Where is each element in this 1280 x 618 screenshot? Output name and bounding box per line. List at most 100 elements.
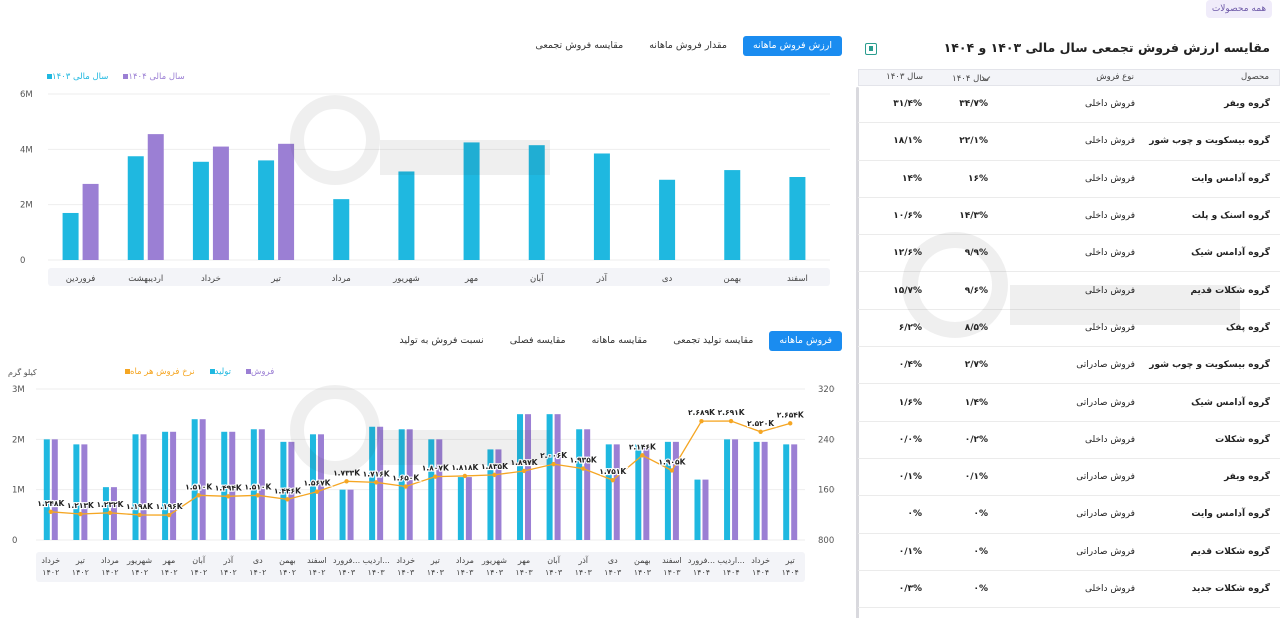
x-axis-band	[36, 552, 805, 582]
sale-rate-data-label: ۱.۸۱۸K	[451, 463, 479, 472]
x-tick-label: مهر	[464, 274, 478, 284]
bar-1403	[528, 145, 545, 260]
legend-item-production[interactable]: تولید	[207, 367, 231, 377]
x-tick-label: شهریور	[392, 274, 420, 284]
tab-monthly-sales-quantity[interactable]: مقدار فروش ماهانه	[649, 40, 727, 51]
tab-seasonal-comparison[interactable]: مقایسه فصلی	[509, 335, 566, 346]
column-header-product[interactable]: محصول	[1241, 72, 1269, 82]
sale-rate-data-label: ۱.۷۱۶K	[363, 469, 391, 478]
bar-production	[162, 431, 169, 540]
x-tick-label: فرورد...	[333, 556, 360, 565]
sale-rate-point	[433, 474, 438, 479]
sale-rate-data-label: ۱.۵۶۷K	[303, 479, 331, 488]
y-left-tick-label: 2M	[12, 435, 25, 445]
bar-production	[309, 434, 316, 540]
x-tick-label: آبان	[192, 555, 206, 565]
sale-type-cell: فروش داخلی	[1084, 136, 1135, 147]
sale-rate-data-label: ۱.۲۱۳K	[67, 501, 95, 510]
sale-rate-point	[610, 477, 615, 483]
sale-rate-point	[699, 418, 704, 424]
excel-export-icon[interactable]	[865, 43, 877, 55]
table-row[interactable]: گروه پفک فروش داخلی ۸/۵% ۶/۲%	[858, 310, 1280, 348]
x-tick-label: مهر	[517, 556, 530, 565]
bar-production	[132, 434, 139, 540]
x-tick-year: ۱۴۰۴	[782, 568, 799, 577]
x-tick-label: اسفند	[787, 274, 808, 284]
sale-type-cell: فروش داخلی	[1084, 99, 1135, 110]
table-row[interactable]: گروه آدامس شیک فروش صادراتی ۱/۴% ۱/۶%	[858, 384, 1280, 422]
value-1404-cell: ۰%	[973, 584, 988, 594]
table-row[interactable]: گروه شکلات قدیم فروش صادراتی ۰% ۰/۱%	[858, 534, 1280, 571]
bar-production	[783, 444, 790, 540]
value-1404-cell: ۱/۴%	[964, 397, 988, 408]
table-row[interactable]: گروه شکلات جدید فروش داخلی ۰% ۰/۳%	[858, 571, 1280, 609]
chart1-legend: سال مالی ۱۴۰۴ سال مالی ۱۴۰۳	[44, 72, 185, 82]
legend-item-1404[interactable]: سال مالی ۱۴۰۴	[120, 72, 185, 82]
table-row[interactable]: گروه بیسکویت و چوب شور فروش داخلی ۲۲/۱% ۱۸/…	[858, 123, 1280, 161]
y-right-tick-label: 2400	[818, 435, 835, 445]
sale-type-cell: فروش داخلی	[1084, 248, 1135, 259]
legend-item-sales[interactable]: فروش	[243, 367, 274, 377]
table-row[interactable]: گروه ویفر فروش داخلی ۳۴/۷% ۳۱/۴%	[858, 86, 1280, 124]
x-tick-year: ۱۴۰۳	[368, 568, 386, 577]
x-tick-label: تیر	[270, 274, 281, 284]
x-tick-label: آذر	[222, 555, 233, 565]
sale-type-cell: فروش صادراتی	[1076, 509, 1135, 520]
product-cell: گروه آدامس شیک	[1191, 397, 1270, 408]
bar-sales	[495, 449, 502, 540]
sale-rate-data-label: ۲.۶۹۱K	[718, 408, 746, 417]
x-tick-label: مرداد	[101, 556, 119, 565]
x-tick-label: خرداد	[41, 556, 60, 565]
all-products-badge[interactable]: همه محصولات	[1206, 0, 1272, 18]
column-header-1403[interactable]: سال ۱۴۰۳	[886, 72, 923, 82]
y-right-tick-label: 1600	[818, 486, 835, 496]
bar-sales	[643, 444, 650, 540]
x-tick-label: اردیب...	[362, 556, 389, 565]
bar-sales	[170, 431, 177, 540]
value-1404-cell: ۰%	[973, 509, 988, 520]
tab-monthly-sales[interactable]: فروش ماهانه	[769, 331, 842, 351]
value-1404-cell: ۹/۹%	[964, 248, 988, 259]
sale-type-cell: فروش داخلی	[1084, 322, 1135, 333]
x-tick-label: بهمن	[723, 274, 741, 284]
legend-item-sale-rate[interactable]: نرخ فروش هر ماه	[122, 367, 195, 377]
x-tick-label: دی	[662, 274, 673, 284]
sale-type-cell: فروش داخلی	[1084, 173, 1135, 184]
tab-sales-production-ratio[interactable]: نسبت فروش به تولید	[399, 335, 484, 346]
bar-1403	[593, 153, 610, 260]
bar-production	[73, 444, 80, 540]
sale-rate-data-label: ۲.۵۲۰K	[747, 419, 775, 428]
chart2-ylabel: کیلو گرم	[8, 368, 37, 377]
bar-1404	[278, 143, 295, 260]
product-cell: گروه پفک	[1226, 322, 1270, 333]
table-row[interactable]: گروه شکلات قدیم فروش داخلی ۹/۶% ۱۵/۷%	[858, 272, 1280, 310]
table-row[interactable]: گروه بیسکویت و چوب شور فروش صادراتی ۲/۷% ۰/…	[858, 347, 1280, 385]
tab-cumulative-sales[interactable]: مقایسه فروش تجمعی	[535, 40, 624, 51]
product-cell: گروه ویفر	[1224, 99, 1270, 110]
table-row[interactable]: گروه آدامس وایت فروش صادراتی ۰% ۰%	[858, 496, 1280, 534]
table-row[interactable]: گروه اسنک و پلت فروش داخلی ۱۴/۳% ۱۰/۶%	[858, 198, 1280, 236]
y-tick-label: 6M	[20, 90, 33, 100]
value-1404-cell: ۰/۱%	[964, 472, 988, 483]
table-row[interactable]: گروه آدامس شیک فروش داخلی ۹/۹% ۱۲/۶%	[858, 235, 1280, 273]
bar-production	[428, 439, 435, 540]
bar-production	[398, 429, 405, 540]
table-row[interactable]: گروه ویفر فروش صادراتی ۰/۱% ۰/۱%	[858, 459, 1280, 497]
tab-monthly-comparison[interactable]: مقایسه ماهانه	[591, 335, 648, 346]
sale-rate-point	[788, 421, 793, 426]
y-left-tick-label: 1M	[12, 486, 25, 496]
table-scrollbar[interactable]	[856, 87, 859, 618]
table-row[interactable]: گروه آدامس وایت فروش داخلی ۱۶% ۱۴%	[858, 161, 1280, 198]
tab-monthly-sales-value[interactable]: ارزش فروش ماهانه	[742, 36, 842, 56]
bar-production	[753, 441, 760, 540]
tab-cumulative-production[interactable]: مقایسه تولید تجمعی	[673, 335, 754, 346]
value-1404-cell: ۲۲/۱%	[959, 136, 988, 147]
y-left-tick-label: 3M	[12, 385, 25, 395]
table-row[interactable]: گروه شکلات فروش داخلی ۰/۲% ۰/۰%	[858, 422, 1280, 459]
legend-item-1403[interactable]: سال مالی ۱۴۰۳	[44, 72, 108, 82]
bar-sales	[672, 441, 679, 540]
x-tick-year: ۱۴۰۳	[634, 568, 652, 577]
sale-rate-point	[48, 509, 53, 515]
x-tick-year: ۱۴۰۳	[338, 568, 356, 577]
column-header-sale-type[interactable]: نوع فروش	[1096, 72, 1134, 82]
